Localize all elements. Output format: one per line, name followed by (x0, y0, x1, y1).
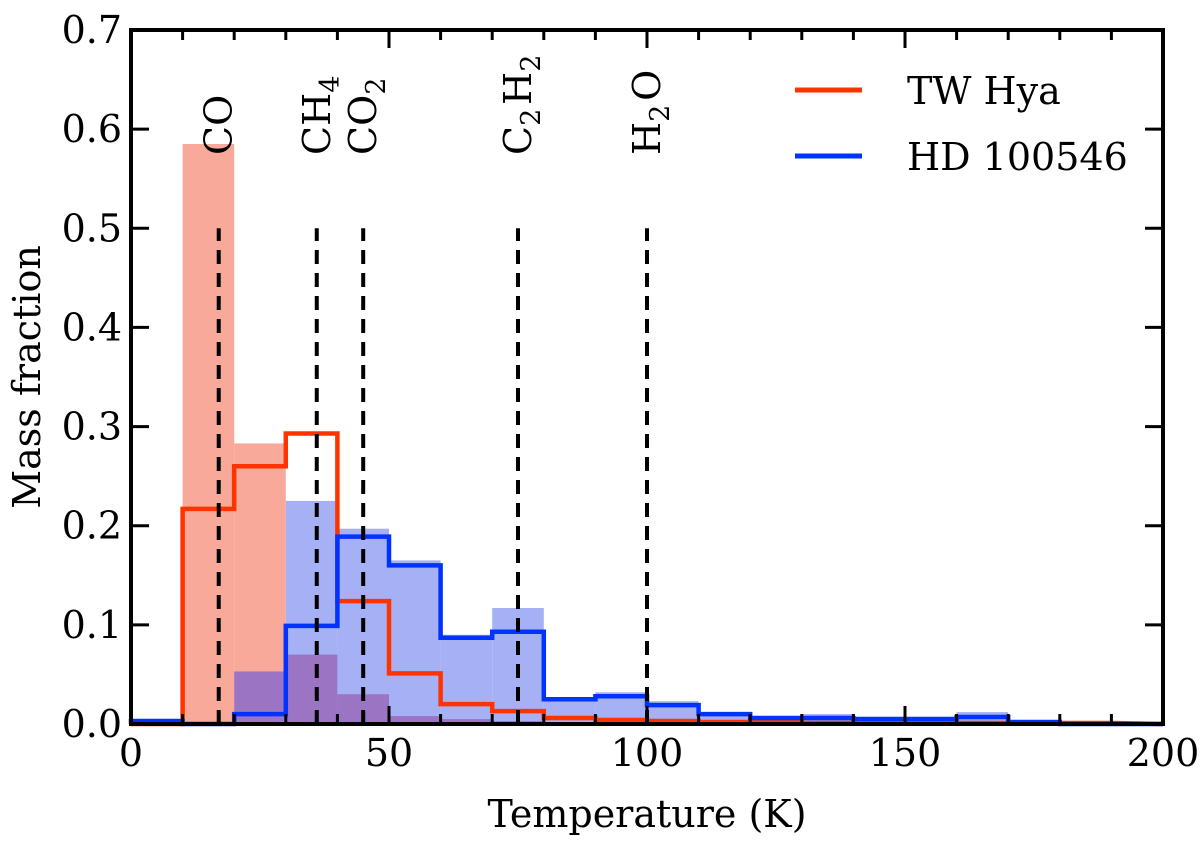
x-tick-label-3: 150 (869, 731, 942, 775)
fill-bar-1-6 (440, 634, 493, 724)
fill-bar-1-11 (698, 714, 751, 724)
y-tick-label-0: 0.0 (62, 702, 122, 746)
fill-bar-2-3 (285, 654, 338, 724)
x-tick-label-1: 50 (365, 731, 413, 775)
fill-bar-2-5 (389, 716, 441, 724)
molecule-label-1: CH4 (295, 72, 346, 155)
x-tick-label-4: 200 (1127, 731, 1200, 775)
fill-bar-1-5 (389, 560, 441, 724)
y-tick-label-1: 0.1 (62, 603, 122, 647)
molecule-label-0: CO (197, 95, 241, 155)
axis-ticks: 0 50 100 150 200 0.0 0.1 0.2 0.3 0.4 0.5 0.6 0.7 (62, 8, 1200, 775)
y-tick-label-3: 0.3 (62, 405, 122, 449)
molecule-labels: CO CH4 CO2 C2 H2 H2 O (197, 51, 676, 155)
molecule-label-3: C2 H2 (496, 51, 547, 155)
y-tick-label-4: 0.4 (62, 305, 122, 349)
legend-label-1: HD 100546 (907, 135, 1128, 179)
molecule-label-2: CO2 (341, 74, 392, 155)
legend-label-0: TW Hya (907, 69, 1061, 113)
fill-bar-2-6 (440, 719, 493, 724)
y-tick-label-6: 0.6 (62, 107, 122, 151)
y-tick-label-2: 0.2 (62, 504, 122, 548)
fill-bar-0-1 (182, 144, 235, 724)
histogram-fills (131, 144, 1060, 724)
y-axis-label: Mass fraction (5, 245, 49, 509)
legend: TW Hya HD 100546 (795, 69, 1128, 179)
condensation-lines (216, 228, 649, 724)
y-tick-label-5: 0.5 (62, 206, 122, 250)
molecule-label-4: H2 O (625, 70, 676, 155)
x-tick-label-2: 100 (611, 731, 684, 775)
y-tick-label-7: 0.7 (62, 8, 122, 52)
x-tick-label-0: 0 (119, 731, 143, 775)
x-axis-label: Temperature (K) (487, 792, 806, 836)
